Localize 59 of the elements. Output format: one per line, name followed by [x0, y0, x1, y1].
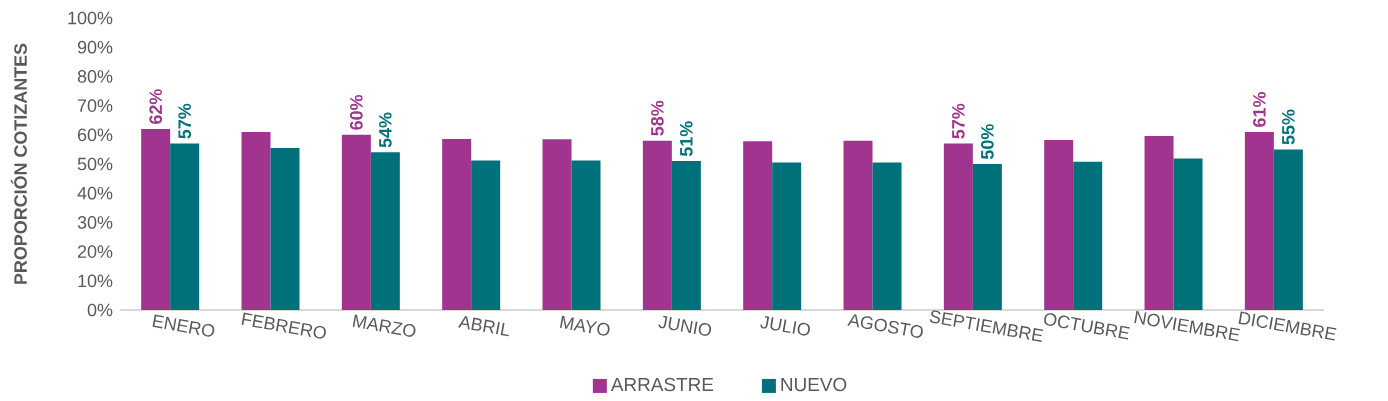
x-tick-label: ABRIL [458, 316, 509, 337]
bar [571, 160, 601, 310]
bar [642, 140, 672, 310]
x-tick-label: NOVIEMBRE [1134, 310, 1240, 342]
bar [270, 147, 300, 310]
legend-label: ARRASTRE [610, 377, 714, 392]
bar [542, 139, 572, 310]
bar [471, 160, 501, 310]
data-label: 60% [349, 94, 363, 130]
bar [1044, 140, 1074, 310]
x-tick-label: FEBRERO [241, 312, 326, 339]
y-tick-label: 0% [87, 303, 113, 317]
data-label: 58% [650, 100, 664, 136]
bar [1144, 135, 1174, 310]
legend-label: NUEVO [781, 377, 847, 392]
data-label: 57% [178, 103, 192, 139]
bar [772, 162, 802, 310]
bar [1244, 131, 1274, 310]
data-label: 55% [1282, 109, 1295, 145]
y-tick-label: 100% [68, 11, 113, 25]
y-axis-title: PROPORCIÓN COTIZANTES [10, 43, 27, 284]
data-label: 57% [952, 103, 965, 139]
bar [141, 128, 171, 310]
x-tick-label: ENERO [152, 314, 215, 337]
x-tick-label: MAYO [559, 315, 610, 336]
bar [170, 143, 200, 310]
bar [1073, 161, 1103, 310]
bar [943, 143, 973, 310]
y-tick-label: 80% [77, 70, 113, 83]
bar [671, 161, 701, 310]
y-tick-label: 10% [78, 274, 113, 288]
data-label: 61% [1253, 92, 1266, 127]
bar [370, 152, 400, 310]
bar [442, 138, 472, 310]
data-label: 62% [149, 89, 163, 124]
bar [972, 164, 1002, 310]
y-tick-label: 40% [77, 186, 113, 200]
bar [1273, 149, 1303, 310]
y-tick-label: 30% [77, 216, 113, 229]
data-label: 50% [981, 124, 994, 160]
x-tick-label: OCTUBRE [1044, 313, 1130, 340]
data-label: 51% [680, 121, 693, 157]
bar [743, 141, 773, 310]
y-tick-label: 70% [77, 99, 113, 112]
y-tick-label: 60% [77, 128, 113, 142]
y-tick-label: 20% [77, 245, 113, 258]
bar [1173, 158, 1203, 310]
y-tick-label: 90% [77, 40, 113, 54]
bar [341, 134, 371, 310]
x-tick-label: AGOSTO [847, 314, 923, 338]
bar [843, 140, 873, 310]
y-tick-label: 50% [77, 157, 113, 171]
bar [241, 131, 271, 310]
x-tick-label: MARZO [352, 314, 416, 337]
x-tick-label: DICIEMBRE [1238, 311, 1337, 341]
bar [872, 162, 902, 310]
x-tick-label: JULIO [760, 316, 810, 336]
x-tick-label: JUNIO [658, 315, 712, 336]
data-label: 54% [379, 112, 392, 148]
